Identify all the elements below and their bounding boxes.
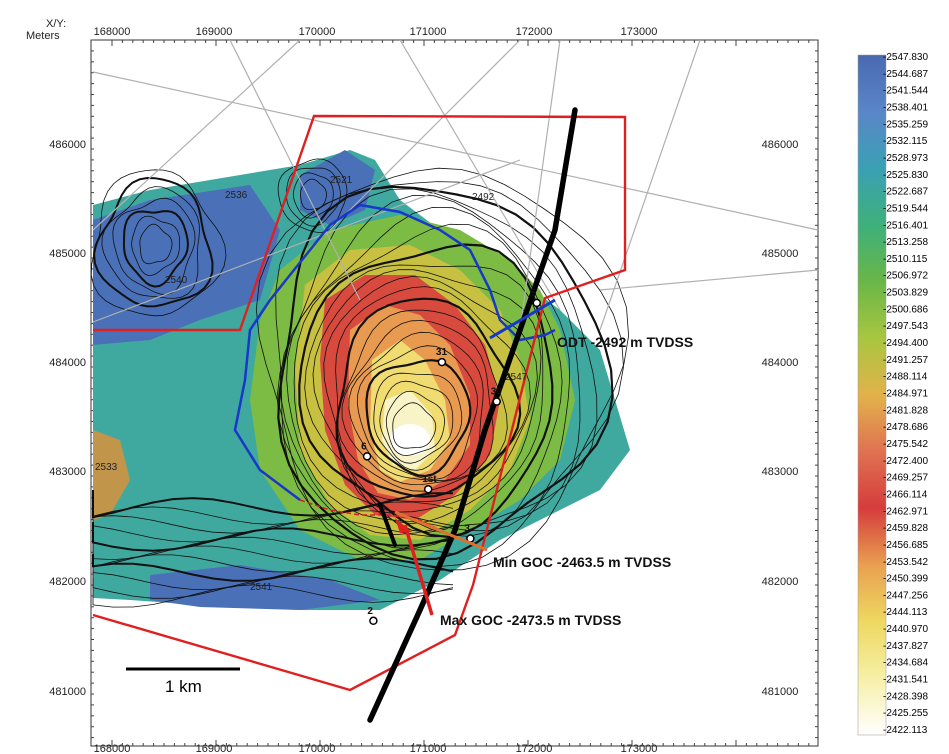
contour-value-label: 2547 (505, 372, 528, 383)
x-tick-label: 168000 (94, 26, 131, 38)
well-label: 2 (367, 606, 373, 617)
contour-value-label: 2521 (330, 175, 353, 186)
well-label: 3 (464, 524, 470, 535)
y-tick-label: 484000 (762, 357, 799, 369)
legend-value-label: -2544.687 (883, 69, 928, 80)
legend-value-label: -2538.401 (883, 102, 928, 113)
legend-value-label: -2425.255 (883, 708, 928, 719)
legend-value-label: -2472.400 (883, 456, 928, 467)
y-tick-label: 483000 (762, 466, 799, 478)
legend-value-label: -2491.257 (883, 355, 928, 366)
legend-value-label: -2535.259 (883, 119, 928, 130)
color-legend: -2547.830 -2544.687 -2541.544 -2538.401 -253… (858, 52, 928, 736)
legend-value-label: -2459.828 (883, 523, 928, 534)
contour-value-label: 2533 (95, 462, 118, 473)
x-tick-label: 169000 (196, 26, 233, 38)
well-marker (370, 617, 377, 624)
well-label: 1st (422, 474, 437, 485)
well-label: 31 (436, 347, 448, 358)
legend-value-label: -2494.400 (883, 338, 928, 349)
scale-bar-label: 1 km (165, 677, 202, 696)
legend-value-label: -2525.830 (883, 170, 928, 181)
legend-value-label: -2444.113 (883, 607, 928, 618)
well-label: 30 (491, 387, 503, 398)
legend-value-label: -2428.398 (883, 691, 928, 702)
y-tick-label: 481000 (762, 686, 799, 698)
legend-value-label: -2450.399 (883, 574, 928, 585)
legend-value-label: -2497.543 (883, 321, 928, 332)
legend-value-label: -2516.401 (883, 220, 928, 231)
x-tick-label: 171000 (410, 26, 447, 38)
contour-value-label: 2540 (165, 275, 188, 286)
x-tick-label: 173000 (621, 743, 658, 754)
legend-value-label: -2532.115 (883, 136, 928, 147)
legend-value-label: -2519.544 (883, 203, 928, 214)
x-tick-label: 171000 (410, 743, 447, 754)
legend-value-label: -2456.685 (883, 540, 928, 551)
legend-value-label: -2541.544 (883, 86, 928, 97)
legend-value-label: -2434.684 (883, 658, 928, 669)
y-tick-label: 484000 (49, 357, 86, 369)
x-tick-label: 173000 (621, 26, 658, 38)
x-ticks-top: 168000 169000 170000 171000 172000 17300… (94, 26, 658, 38)
y-tick-label: 481000 (49, 686, 86, 698)
well-label: 6 (361, 441, 367, 452)
well-marker (364, 453, 371, 460)
legend-value-label: -2522.687 (883, 187, 928, 198)
corner-label-xy: X/Y: (46, 18, 66, 30)
well-marker (493, 398, 500, 405)
y-ticks-left: 486000 485000 484000 483000 482000 48100… (49, 139, 86, 698)
y-tick-label: 486000 (762, 139, 799, 151)
legend-value-label: -2500.686 (883, 304, 928, 315)
legend-value-label: -2437.827 (883, 641, 928, 652)
y-tick-label: 485000 (762, 248, 799, 260)
legend-value-label: -2478.686 (883, 422, 928, 433)
legend-value-label: -2528.973 (883, 153, 928, 164)
legend-value-label: -2422.113 (883, 725, 928, 736)
legend-value-label: -2488.114 (883, 372, 928, 383)
y-tick-label: 485000 (49, 248, 86, 260)
legend-value-label: -2484.971 (883, 389, 928, 400)
well-label: 5 (531, 288, 537, 299)
legend-value-label: -2453.542 (883, 557, 928, 568)
x-tick-label: 170000 (299, 743, 336, 754)
y-tick-label: 482000 (762, 576, 799, 588)
odt-annotation: ODT -2492 m TVDSS (557, 334, 693, 350)
legend-value-label: -2513.258 (883, 237, 928, 248)
min-goc-annotation: Min GOC -2463.5 m TVDSS (493, 554, 671, 570)
well-marker (438, 359, 445, 366)
contour-value-label: 2541 (250, 582, 273, 593)
legend-labels: -2547.830 -2544.687 -2541.544 -2538.401 -253… (883, 52, 928, 736)
contour-value-label: 2536 (225, 190, 248, 201)
well-marker (425, 486, 432, 493)
max-goc-annotation: Max GOC -2473.5 m TVDSS (440, 612, 621, 628)
legend-value-label: -2440.970 (883, 624, 928, 635)
legend-value-label: -2547.830 (883, 52, 928, 63)
legend-value-label: -2481.828 (883, 405, 928, 416)
y-tick-label: 486000 (49, 139, 86, 151)
corner-label-units: Meters (26, 30, 60, 42)
x-tick-label: 172000 (516, 743, 553, 754)
well-marker (533, 299, 540, 306)
legend-value-label: -2469.257 (883, 473, 928, 484)
x-tick-label: 172000 (516, 26, 553, 38)
y-tick-label: 482000 (49, 576, 86, 588)
x-tick-label: 170000 (299, 26, 336, 38)
legend-value-label: -2510.115 (883, 254, 928, 265)
legend-colorbar (858, 55, 886, 735)
contour-value-label: 2492 (472, 192, 495, 203)
legend-value-label: -2475.542 (883, 439, 928, 450)
legend-value-label: -2506.972 (883, 271, 928, 282)
legend-value-label: -2503.829 (883, 288, 928, 299)
legend-value-label: -2431.541 (883, 675, 928, 686)
y-tick-label: 483000 (49, 466, 86, 478)
legend-value-label: -2466.114 (883, 489, 928, 500)
legend-value-label: -2447.256 (883, 590, 928, 601)
legend-value-label: -2462.971 (883, 506, 928, 517)
